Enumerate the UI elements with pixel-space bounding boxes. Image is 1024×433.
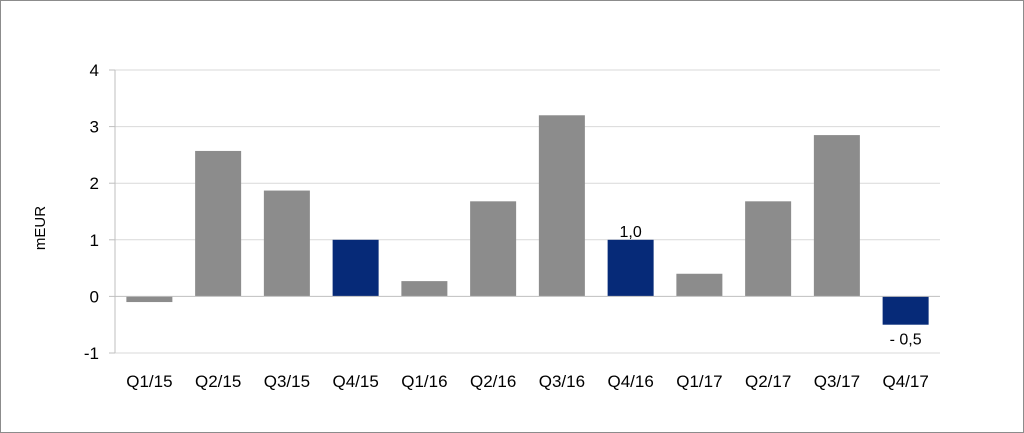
- data-label: - 0,5: [890, 332, 922, 349]
- data-labels: 1,0 - 0,5: [620, 224, 922, 349]
- x-tick-label: Q1/16: [401, 372, 447, 391]
- x-tick-label: Q3/17: [814, 372, 860, 391]
- x-tick-label: Q4/15: [332, 372, 378, 391]
- bar: [195, 150, 242, 297]
- bar: [263, 190, 310, 297]
- x-tick-label: Q2/16: [470, 372, 516, 391]
- data-label: 1,0: [620, 224, 642, 241]
- y-tick-label: 3: [90, 118, 99, 137]
- x-axis: [109, 69, 940, 354]
- bar: [745, 201, 792, 297]
- x-tick-label: Q2/15: [195, 372, 241, 391]
- x-tick-label: Q1/17: [676, 372, 722, 391]
- x-tick-label: Q4/17: [882, 372, 928, 391]
- y-tick-label: 4: [90, 61, 99, 80]
- bar: [401, 281, 448, 297]
- x-tick-label: Q1/15: [126, 372, 172, 391]
- x-tick-labels: Q1/15 Q2/15 Q3/15 Q4/15 Q1/16 Q2/16 Q3/16 Q4/16…: [126, 372, 929, 391]
- bar: [538, 115, 585, 297]
- bar: [607, 239, 654, 297]
- bar: [882, 296, 929, 325]
- bar: [813, 135, 860, 297]
- bar: [470, 201, 517, 297]
- bar: [332, 239, 379, 297]
- y-tick-label: 2: [90, 174, 99, 193]
- x-tick-label: Q3/16: [539, 372, 585, 391]
- y-tick-label: 1: [90, 231, 99, 250]
- bar: [676, 273, 723, 297]
- y-axis-label: mEUR: [32, 206, 49, 250]
- x-tick-label: Q2/17: [745, 372, 791, 391]
- y-tick-labels: -1 0 1 2 3 4: [84, 61, 99, 363]
- x-tick-label: Q3/15: [264, 372, 310, 391]
- gridlines: [115, 69, 940, 354]
- y-tick-label: -1: [84, 344, 99, 363]
- x-tick-label: Q4/16: [607, 372, 653, 391]
- bar: [126, 296, 173, 303]
- bars: [126, 115, 929, 325]
- y-tick-label: 0: [90, 287, 99, 306]
